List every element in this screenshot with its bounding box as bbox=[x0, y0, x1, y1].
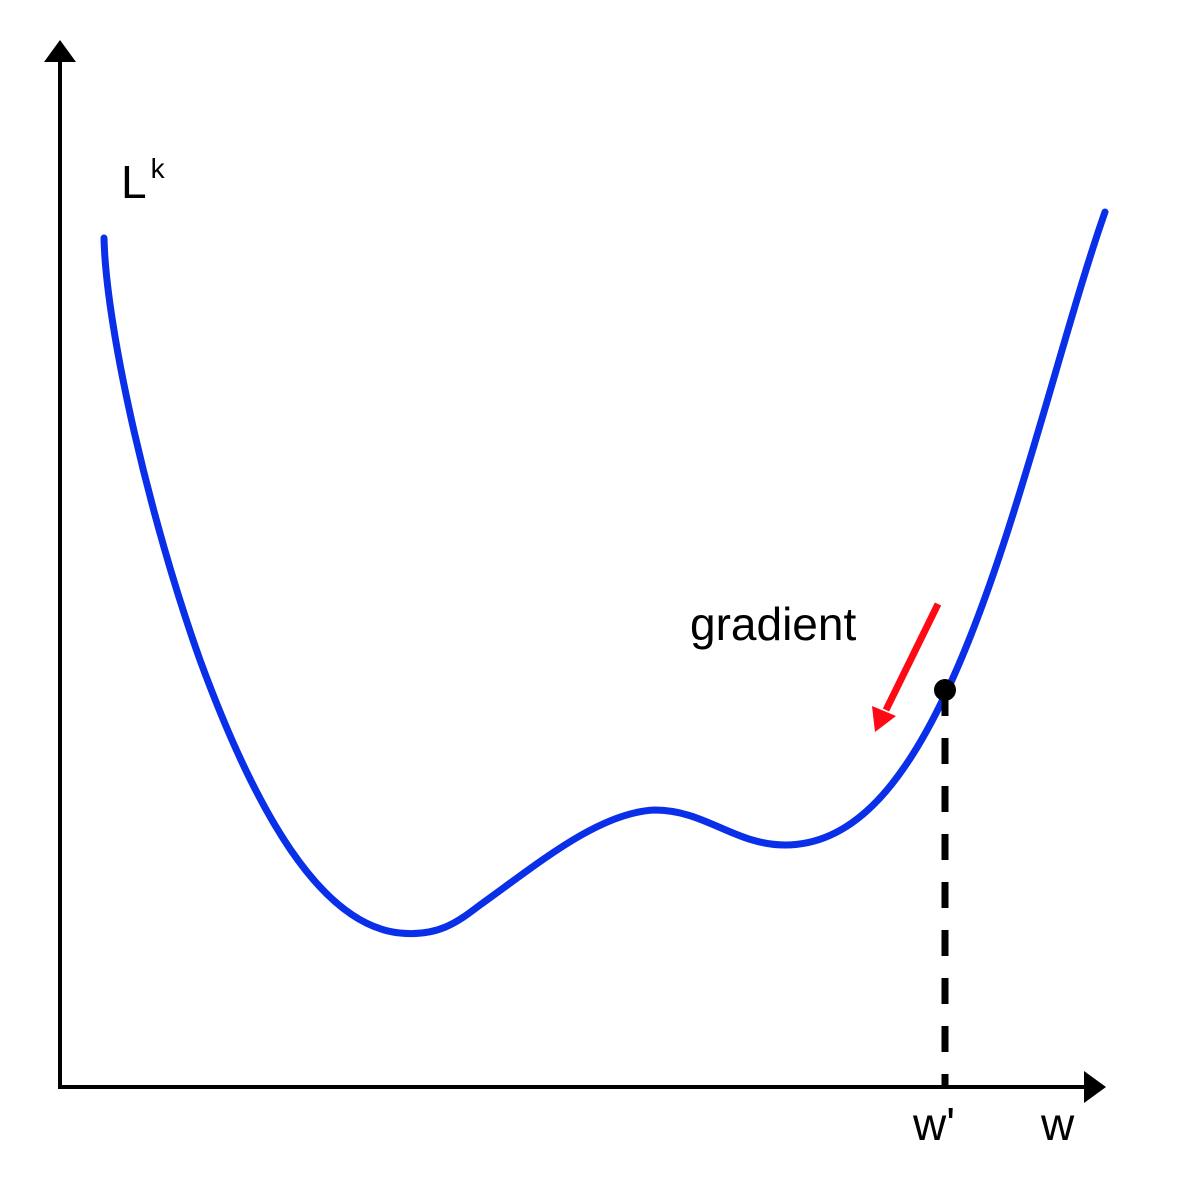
current-point bbox=[934, 679, 956, 701]
point-label: w' bbox=[912, 1098, 955, 1150]
x-axis-label: w bbox=[1040, 1098, 1075, 1150]
gradient-arrow-head bbox=[872, 706, 896, 732]
gradient-arrow-shaft bbox=[882, 602, 942, 712]
loss-curve bbox=[100, 208, 1109, 938]
y-axis-label-main: L bbox=[121, 156, 147, 208]
gradient-label: gradient bbox=[690, 598, 856, 650]
y-axis-arrowhead bbox=[44, 40, 76, 62]
x-axis-arrowhead bbox=[1084, 1071, 1106, 1103]
y-axis-label-superscript: k bbox=[151, 153, 166, 184]
